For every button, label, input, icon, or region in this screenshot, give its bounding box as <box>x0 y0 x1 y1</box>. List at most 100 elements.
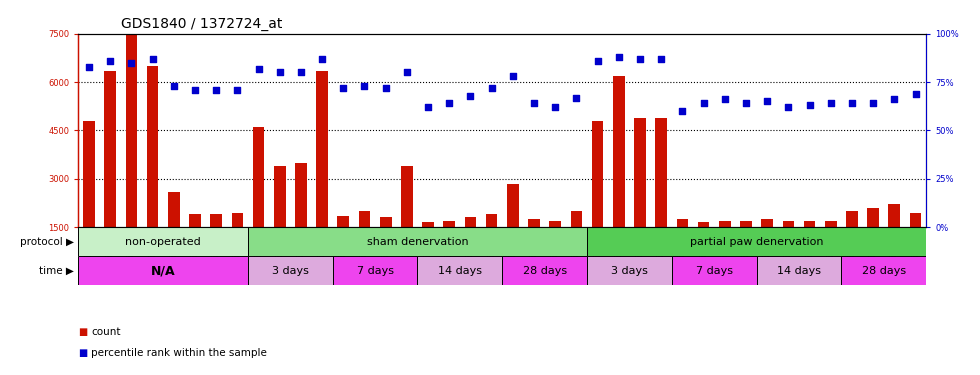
Bar <box>634 117 646 275</box>
Bar <box>656 117 667 275</box>
Bar <box>502 256 587 285</box>
Point <box>441 100 457 106</box>
Bar <box>804 220 815 275</box>
Bar <box>719 220 731 275</box>
Bar <box>486 214 498 275</box>
Point <box>357 83 372 89</box>
Bar <box>83 121 95 275</box>
Text: 7 days: 7 days <box>357 266 394 276</box>
Bar <box>337 216 349 275</box>
Bar <box>211 214 222 275</box>
Text: 14 days: 14 days <box>438 266 482 276</box>
Point <box>611 54 626 60</box>
Bar <box>587 256 672 285</box>
Bar <box>189 214 201 275</box>
Point <box>315 56 330 62</box>
Point <box>102 58 118 64</box>
Text: protocol ▶: protocol ▶ <box>20 237 74 246</box>
Bar <box>78 256 248 285</box>
Point <box>696 100 711 106</box>
Point <box>780 104 796 110</box>
Point <box>590 58 606 64</box>
Point <box>738 100 754 106</box>
Bar <box>147 66 159 275</box>
Bar <box>295 163 307 275</box>
Point <box>654 56 669 62</box>
Bar <box>740 220 752 275</box>
Bar <box>867 208 879 275</box>
Bar <box>168 192 179 275</box>
Text: 3 days: 3 days <box>611 266 648 276</box>
Point <box>463 93 478 99</box>
Text: count: count <box>91 327 121 337</box>
Bar <box>317 71 328 275</box>
Point <box>568 94 584 100</box>
Bar <box>248 256 332 285</box>
Bar <box>273 166 285 275</box>
Point <box>293 69 309 75</box>
Bar <box>889 204 901 275</box>
Point <box>81 64 97 70</box>
Text: 3 days: 3 days <box>271 266 309 276</box>
Bar <box>587 227 926 256</box>
Text: N/A: N/A <box>151 264 175 277</box>
Text: time ▶: time ▶ <box>38 266 74 276</box>
Text: sham denervation: sham denervation <box>367 237 468 246</box>
Bar <box>570 211 582 275</box>
Bar <box>104 71 116 275</box>
Point <box>399 69 415 75</box>
Point <box>823 100 839 106</box>
Bar <box>550 220 562 275</box>
Bar <box>507 183 518 275</box>
Point <box>335 85 351 91</box>
Text: 7 days: 7 days <box>696 266 733 276</box>
Point <box>802 102 817 108</box>
Bar <box>909 213 921 275</box>
Point <box>271 69 287 75</box>
Bar <box>248 227 587 256</box>
Bar <box>422 222 434 275</box>
Point <box>166 83 181 89</box>
Bar <box>841 256 926 285</box>
Point <box>887 96 903 102</box>
Bar <box>592 121 604 275</box>
Point <box>187 87 203 93</box>
Point <box>420 104 436 110</box>
Point <box>526 100 542 106</box>
Text: 28 days: 28 days <box>522 266 566 276</box>
Bar <box>380 217 392 275</box>
Bar <box>465 217 476 275</box>
Point <box>548 104 564 110</box>
Bar <box>401 166 413 275</box>
Point <box>760 98 775 104</box>
Bar <box>443 220 455 275</box>
Point <box>145 56 161 62</box>
Bar <box>676 219 688 275</box>
Bar <box>359 211 370 275</box>
Bar <box>825 220 837 275</box>
Point <box>484 85 500 91</box>
Text: non-operated: non-operated <box>125 237 201 246</box>
Point <box>251 66 267 72</box>
Bar <box>698 222 710 275</box>
Point <box>674 108 690 114</box>
Bar <box>125 34 137 275</box>
Point <box>907 91 923 97</box>
Point <box>123 60 139 66</box>
Point <box>229 87 245 93</box>
Point <box>717 96 733 102</box>
Text: GDS1840 / 1372724_at: GDS1840 / 1372724_at <box>121 17 282 32</box>
Text: 28 days: 28 days <box>861 266 906 276</box>
Bar <box>332 256 417 285</box>
Point <box>505 73 520 79</box>
Point <box>865 100 881 106</box>
Bar <box>612 76 624 275</box>
Bar <box>757 256 841 285</box>
Text: 14 days: 14 days <box>777 266 821 276</box>
Bar <box>231 213 243 275</box>
Bar <box>528 219 540 275</box>
Bar <box>846 211 858 275</box>
Bar <box>253 127 265 275</box>
Text: partial paw denervation: partial paw denervation <box>690 237 823 246</box>
Bar <box>417 256 502 285</box>
